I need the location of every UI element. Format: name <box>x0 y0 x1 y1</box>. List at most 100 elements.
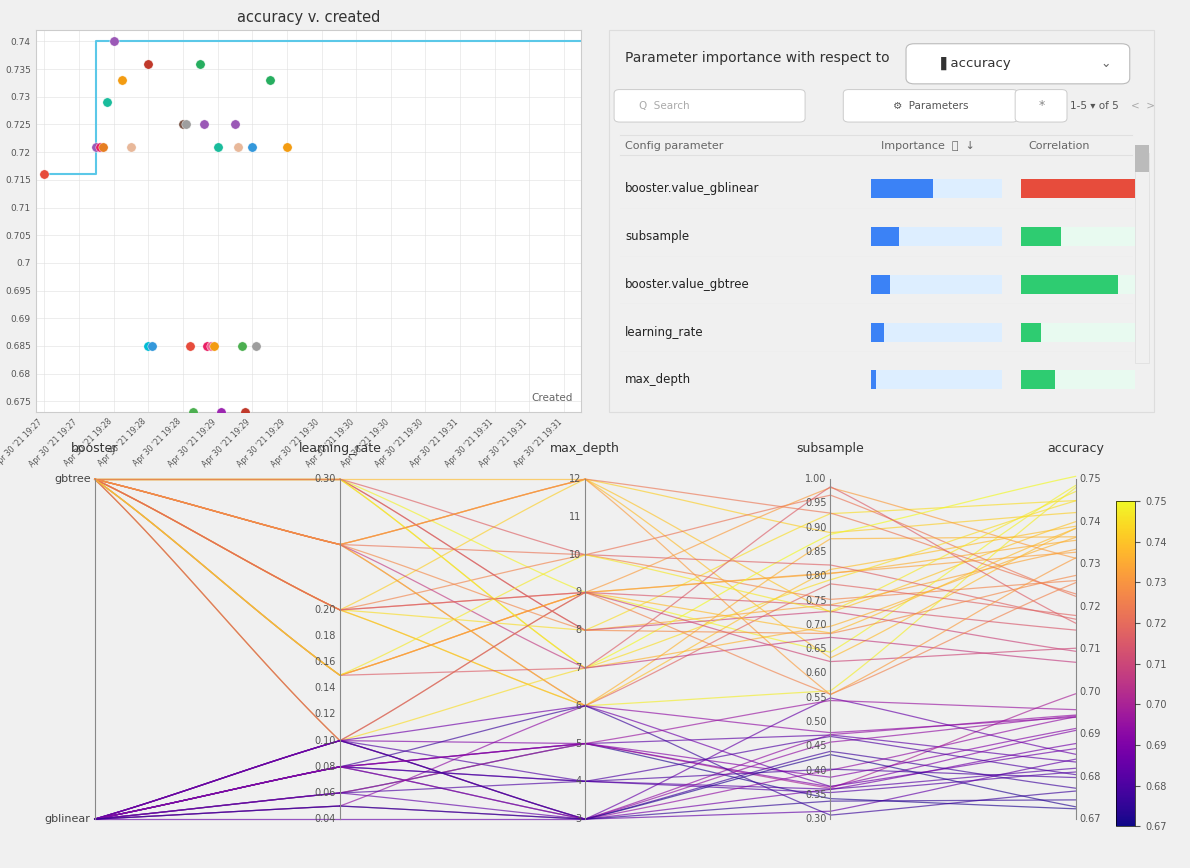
Bar <box>1021 227 1060 247</box>
Text: 5: 5 <box>575 739 581 748</box>
Text: 6: 6 <box>575 700 581 711</box>
Text: <  >: < > <box>1130 101 1154 110</box>
Text: subsample: subsample <box>796 443 864 456</box>
Text: 0.18: 0.18 <box>314 631 336 641</box>
Text: 12: 12 <box>569 474 581 484</box>
Text: max_depth: max_depth <box>625 373 691 386</box>
Point <box>183 405 202 419</box>
Point <box>143 339 162 352</box>
Point <box>121 140 140 154</box>
Text: 0.12: 0.12 <box>314 709 336 720</box>
Text: 0.06: 0.06 <box>314 788 336 798</box>
Bar <box>1021 180 1135 199</box>
Point <box>98 95 117 109</box>
Bar <box>871 227 900 247</box>
Text: 9: 9 <box>575 588 581 597</box>
Text: 0.65: 0.65 <box>806 644 827 654</box>
Text: max_depth: max_depth <box>550 443 620 456</box>
Point <box>156 411 175 424</box>
Text: booster.value_gbtree: booster.value_gbtree <box>625 278 750 291</box>
Text: 0.60: 0.60 <box>806 668 827 679</box>
Text: 0.30: 0.30 <box>806 814 827 824</box>
Point <box>181 339 200 352</box>
Point <box>201 339 220 352</box>
Text: booster: booster <box>71 443 118 456</box>
Text: Parameter importance with respect to: Parameter importance with respect to <box>625 51 890 65</box>
Point <box>236 405 255 419</box>
Text: 0.35: 0.35 <box>806 790 827 799</box>
Text: 3: 3 <box>575 814 581 824</box>
Text: 0.68: 0.68 <box>1079 772 1101 781</box>
Bar <box>871 371 1002 390</box>
Point <box>174 117 193 131</box>
Point <box>246 339 265 352</box>
Text: gblinear: gblinear <box>45 814 90 824</box>
Text: 0.70: 0.70 <box>806 620 827 630</box>
Bar <box>871 180 933 199</box>
Point <box>139 339 158 352</box>
Text: learning_rate: learning_rate <box>299 443 381 456</box>
Text: learning_rate: learning_rate <box>625 326 703 339</box>
Text: 4: 4 <box>575 776 581 786</box>
Point <box>232 339 251 352</box>
Bar <box>1021 323 1135 342</box>
Text: 0.40: 0.40 <box>806 766 827 775</box>
Text: 0.69: 0.69 <box>1079 729 1101 740</box>
Text: 0.71: 0.71 <box>1079 644 1101 654</box>
Title: accuracy v. created: accuracy v. created <box>237 10 381 25</box>
Point <box>35 168 54 181</box>
Point <box>225 117 244 131</box>
Point <box>198 339 217 352</box>
Text: ⌄: ⌄ <box>1100 57 1110 70</box>
Text: 0.75: 0.75 <box>804 595 827 606</box>
Bar <box>871 323 884 342</box>
Text: gbtree: gbtree <box>54 474 90 484</box>
Point <box>212 405 231 419</box>
Point <box>277 140 296 154</box>
FancyBboxPatch shape <box>1015 89 1067 122</box>
Bar <box>871 323 1002 342</box>
Text: 0.90: 0.90 <box>806 523 827 533</box>
Text: Q  Search: Q Search <box>639 101 689 110</box>
Bar <box>1135 153 1148 363</box>
Bar <box>1021 323 1041 342</box>
Point <box>94 140 113 154</box>
FancyBboxPatch shape <box>614 89 806 122</box>
Point <box>105 35 124 49</box>
Text: Importance  ⓘ  ↓: Importance ⓘ ↓ <box>882 141 976 151</box>
FancyBboxPatch shape <box>906 43 1129 84</box>
Text: 0.30: 0.30 <box>314 474 336 484</box>
Bar <box>871 275 1002 294</box>
Text: 0.75: 0.75 <box>1079 474 1102 484</box>
Text: 0.14: 0.14 <box>314 683 336 694</box>
Bar <box>1135 145 1148 172</box>
Text: subsample: subsample <box>625 230 689 243</box>
Text: Correlation: Correlation <box>1029 141 1090 151</box>
Point <box>177 117 196 131</box>
Text: Config parameter: Config parameter <box>625 141 724 151</box>
Point <box>205 339 224 352</box>
Bar <box>1021 371 1056 390</box>
Text: 0.50: 0.50 <box>806 717 827 727</box>
Text: 0.95: 0.95 <box>806 498 827 509</box>
Text: *: * <box>1038 99 1045 112</box>
Point <box>190 56 209 70</box>
Text: 0.72: 0.72 <box>1079 602 1102 612</box>
Text: 0.04: 0.04 <box>314 814 336 824</box>
Text: booster.value_gblinear: booster.value_gblinear <box>625 182 759 195</box>
Bar <box>1021 275 1135 294</box>
Point <box>139 56 158 70</box>
Text: 11: 11 <box>569 512 581 522</box>
Text: 0.45: 0.45 <box>806 741 827 751</box>
Point <box>87 140 106 154</box>
Text: 0.70: 0.70 <box>1079 687 1101 697</box>
Text: 1-5 ▾ of 5: 1-5 ▾ of 5 <box>1070 101 1119 110</box>
FancyBboxPatch shape <box>844 89 1017 122</box>
Bar <box>871 371 876 390</box>
Text: 0.67: 0.67 <box>1079 814 1101 824</box>
Bar <box>1021 227 1135 247</box>
Text: ⚙  Parameters: ⚙ Parameters <box>892 101 969 110</box>
Text: accuracy: accuracy <box>1047 443 1104 456</box>
Text: 8: 8 <box>575 625 581 635</box>
Text: Created: Created <box>532 392 574 403</box>
